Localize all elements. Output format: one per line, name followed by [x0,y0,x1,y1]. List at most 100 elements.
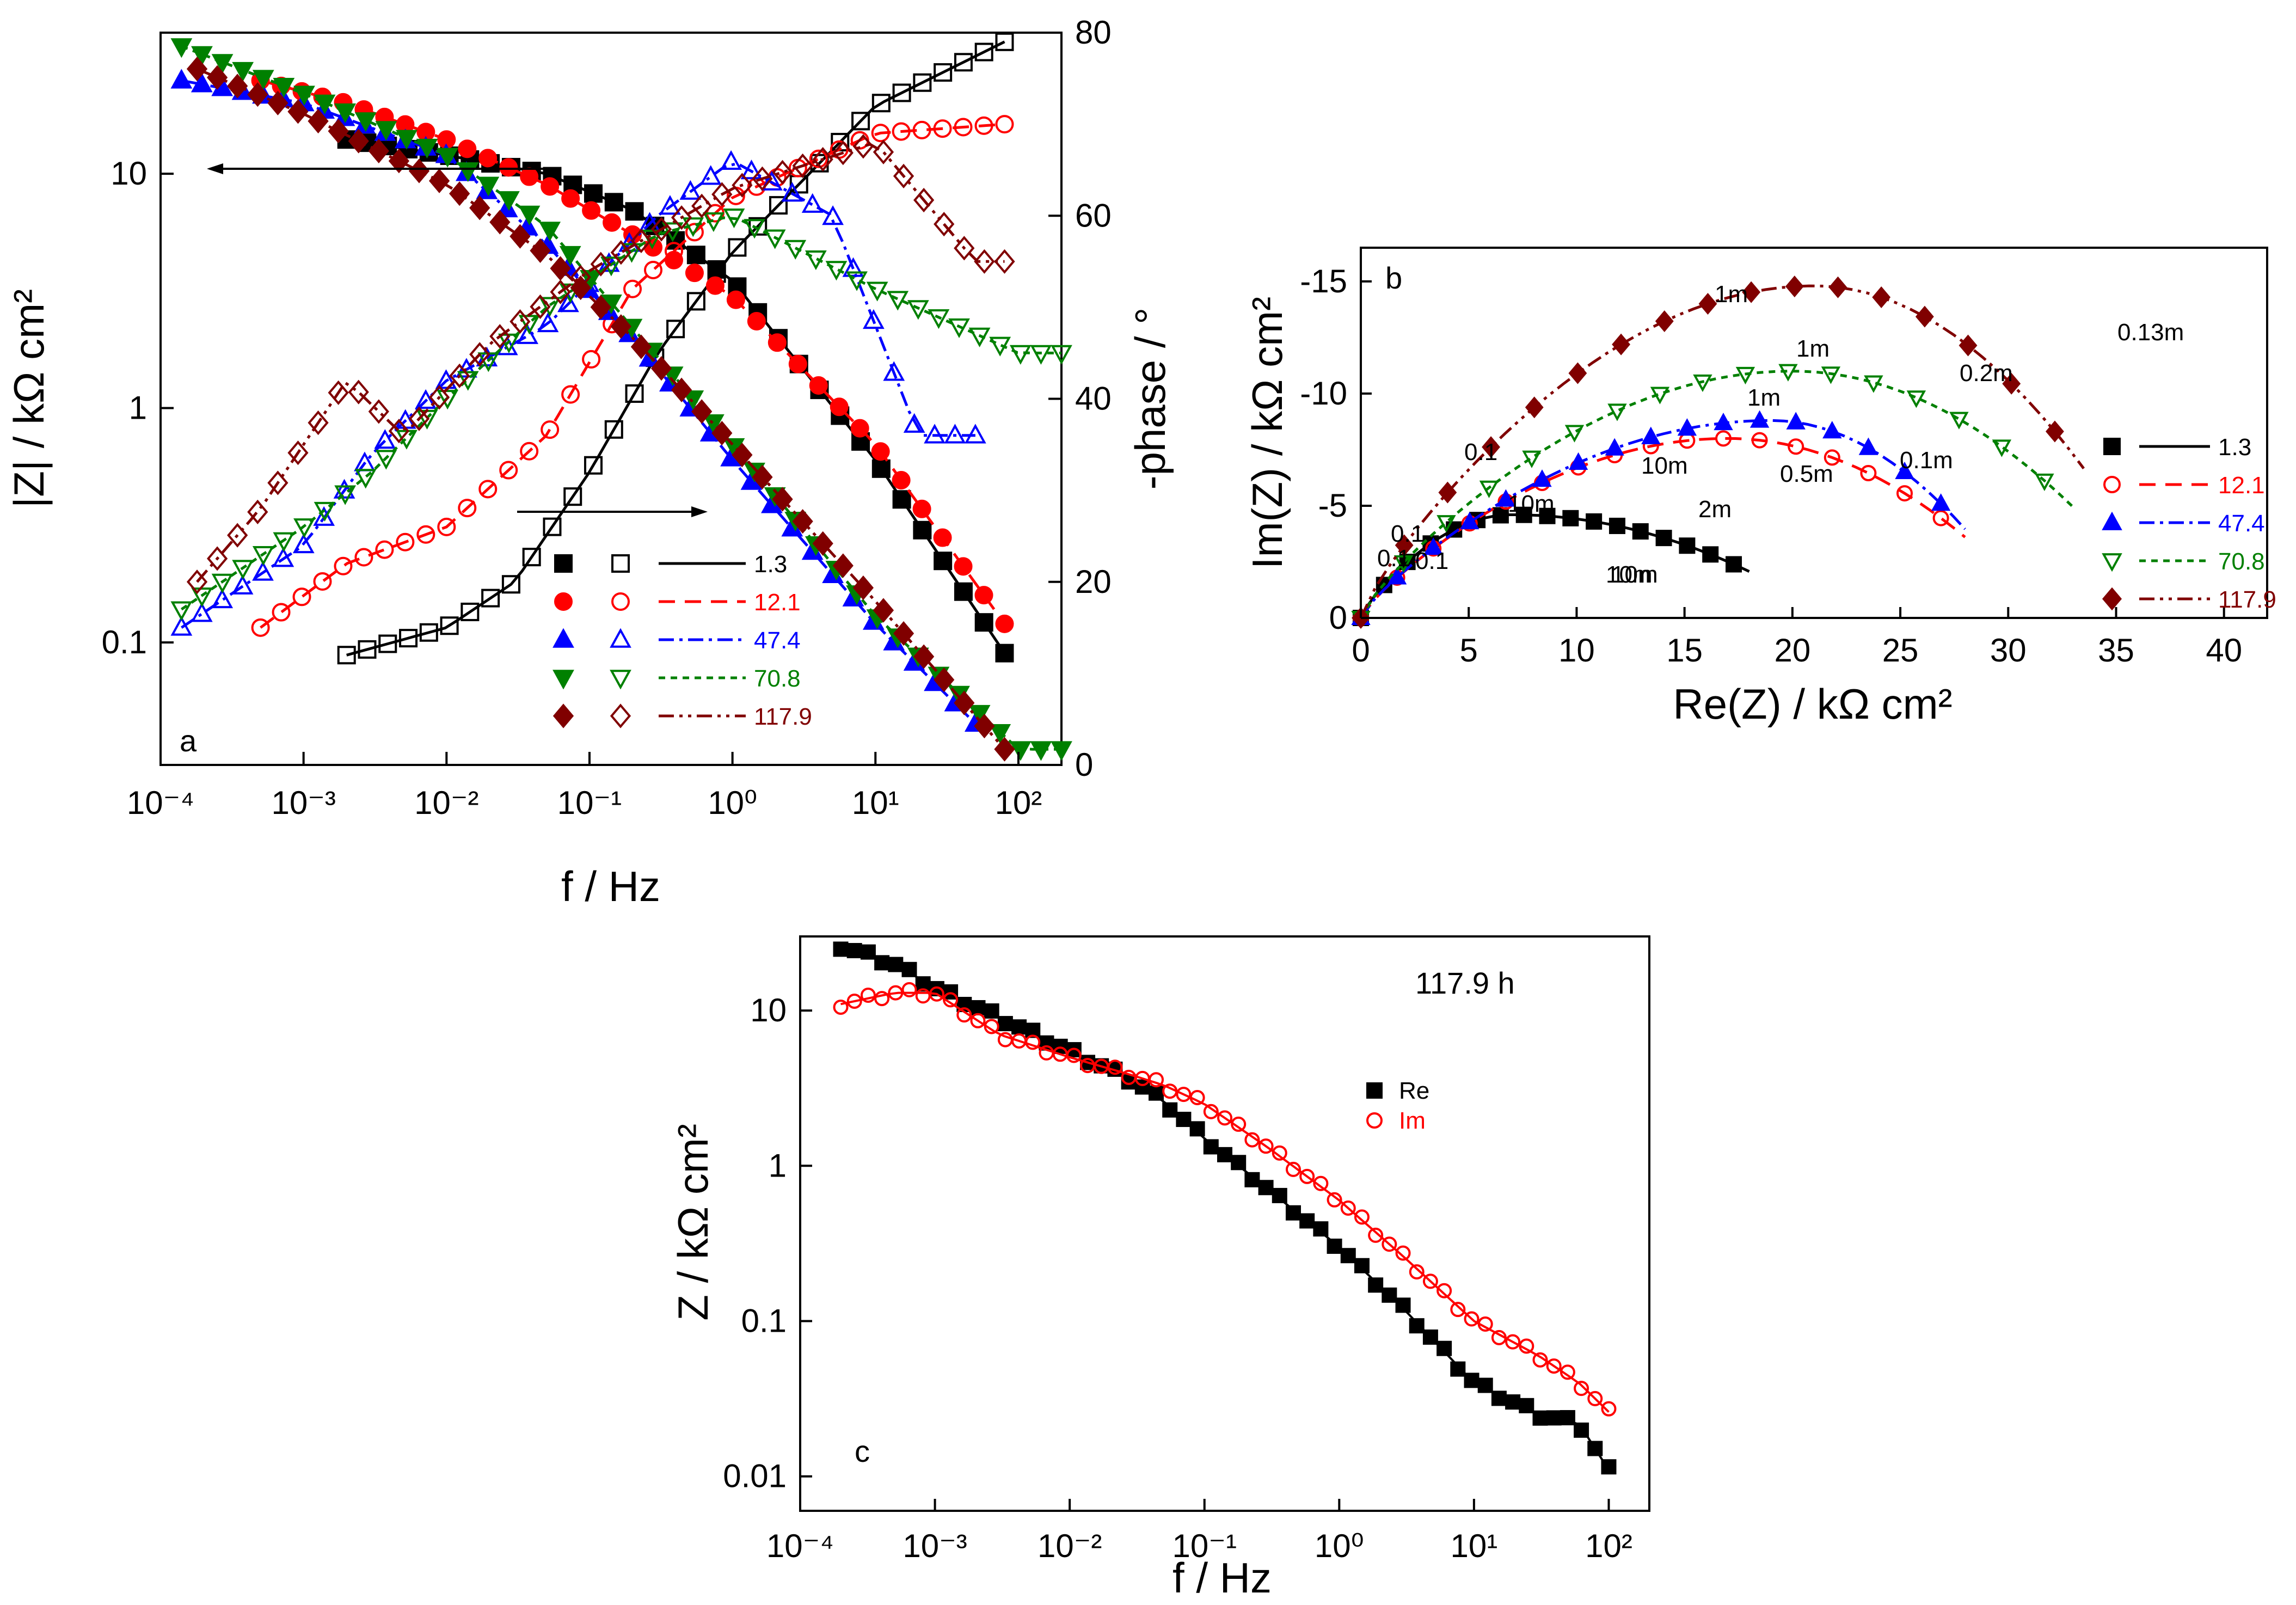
series-1.3-mag-point [954,582,973,601]
series-Re-point [1409,1318,1425,1334]
series-Im-point [1066,1047,1082,1063]
series-47.4-point [1460,512,1479,530]
series-117.9-point [1915,305,1934,328]
series-47.4-phase-point [740,160,763,180]
series-Re-point [1272,1187,1287,1203]
panel-a-marks [170,32,1072,762]
series-Im-point [1382,1236,1397,1252]
frequency-label: 0.5m [1780,461,1833,487]
series-70.8-mag-point [702,414,725,434]
series-117.9-phase-point [267,470,288,495]
series-12.1-phase-point [292,587,311,607]
panel-c-frame [799,935,1650,1512]
y-tick-label: 0.1 [102,624,147,660]
series-70.8-mag-point [273,77,295,98]
legend-label: 1.3 [754,551,787,578]
series-12.1-mag-point [850,419,869,438]
series-70.8-phase-point [825,261,848,281]
series-117.9-point [1525,396,1544,419]
series-Im-point [901,982,917,997]
series-70.8-phase-point [621,243,643,263]
series-12.1-phase-point [995,115,1014,134]
series-47.4-phase-point [435,369,457,389]
panel-c: 10⁻⁴ 10⁻³ 10⁻² 10⁻¹ 10⁰ 10¹ 10² 0.01 0.1 1 10 c 11… [669,935,1650,1602]
series-70.8-point [1735,366,1755,385]
series-70.8-mag-point [539,222,561,242]
arrow-left-head [207,163,223,174]
series-47.4-phase-point [170,616,193,636]
series-1.3-phase-point [769,196,788,215]
panel-a-legend: 1.3 12.1 47.4 70.8 117.9 [552,551,812,730]
y-tick-label: 0 [1329,599,1347,636]
series-Im-point [997,1032,1013,1047]
panel-c-legend: Re Im [1366,1077,1429,1134]
series-12.1-mag-point [933,528,952,547]
series-70.8-mag-point [211,54,234,74]
series-70.8-mag-point [559,246,581,266]
series-47.4-point [1786,412,1806,430]
y-tick-label: 10 [110,155,147,192]
x-tick-label: 10² [995,785,1042,821]
series-1.3-point [1679,537,1696,554]
series-117.9-phase-point [691,193,713,218]
series-117.9-mag-point [328,119,349,144]
y-tick-label: 0.1 [741,1303,787,1339]
series-Im-point [1272,1145,1287,1161]
series-Im-point [1107,1059,1123,1075]
series-1.3-point [1539,507,1556,524]
series-12.1-phase-point [478,480,498,499]
series-12.1-mag-point [995,614,1014,633]
series-117.9-mag-point [671,377,692,402]
frequency-label: 0.2m [1960,360,2013,387]
series-1.3-mag-point [934,552,953,571]
series-117.9-mag-point [772,487,793,512]
series-70.8-mag-point [682,390,704,411]
series-1.3-mag-point [871,459,891,478]
series-117.9-mag-point [711,420,733,446]
panel-b-ylabel: Im(Z) / kΩ cm² [1243,297,1291,569]
series-Re-point [1450,1361,1466,1377]
series-Im-point [1450,1302,1466,1318]
legend-label: 12.1 [754,589,801,616]
series-Im-point [1340,1200,1356,1216]
series-Re-point [1313,1221,1329,1237]
series-12.1-mag-point [871,442,890,461]
legend-marker-filled [554,592,573,611]
series-117.9-phase-point [408,406,430,431]
frequency-label: 10m [1606,561,1653,588]
series-1.3-phase-point [974,42,993,62]
frequency-label: 0.1 [1464,439,1497,465]
series-1.3-phase-point [563,487,582,506]
legend-label: 1.3 [2218,434,2251,461]
legend-label: Im [1399,1107,1426,1134]
series-117.9-mag-point [428,168,450,193]
series-47.4-phase-point [761,170,783,191]
series-70.8-phase-point [723,208,745,229]
x-tick-label: 10⁻³ [903,1528,967,1564]
series-47.4-point [1605,438,1624,456]
series-70.8-phase-point [1009,345,1032,365]
series-Im-point [956,1007,972,1023]
series-12.1-phase-fit [260,122,1005,629]
series-47.4-phase-point [883,361,905,381]
series-70.8-mag-fit [181,45,1061,751]
series-1.3-phase-point [728,238,747,257]
series-1.3-mag-point [604,193,623,212]
series-117.9-phase-point [792,153,813,179]
series-117.9-phase-point [308,410,329,436]
series-117.9-phase-point [913,187,935,213]
series-47.4-point [1496,489,1516,507]
panel-a-ylabel: |Z| / kΩ cm² [5,289,53,508]
series-Re-point [1464,1373,1479,1388]
series-Im-point [1505,1334,1521,1350]
panel-b-axes: 0 5 10 15 20 25 30 35 40 0 -5 -10 -15 [1300,263,2242,669]
series-117.9-phase-point [630,228,652,254]
series-Re-point [1149,1085,1164,1101]
series-70.8-phase-point [887,291,909,311]
series-1.3-phase-point [625,384,644,403]
series-117.9-point [1438,481,1457,504]
series-47.4-point [1532,469,1552,487]
y-tick-label: 10 [750,992,787,1028]
series-117.9-mag-point [590,295,611,320]
